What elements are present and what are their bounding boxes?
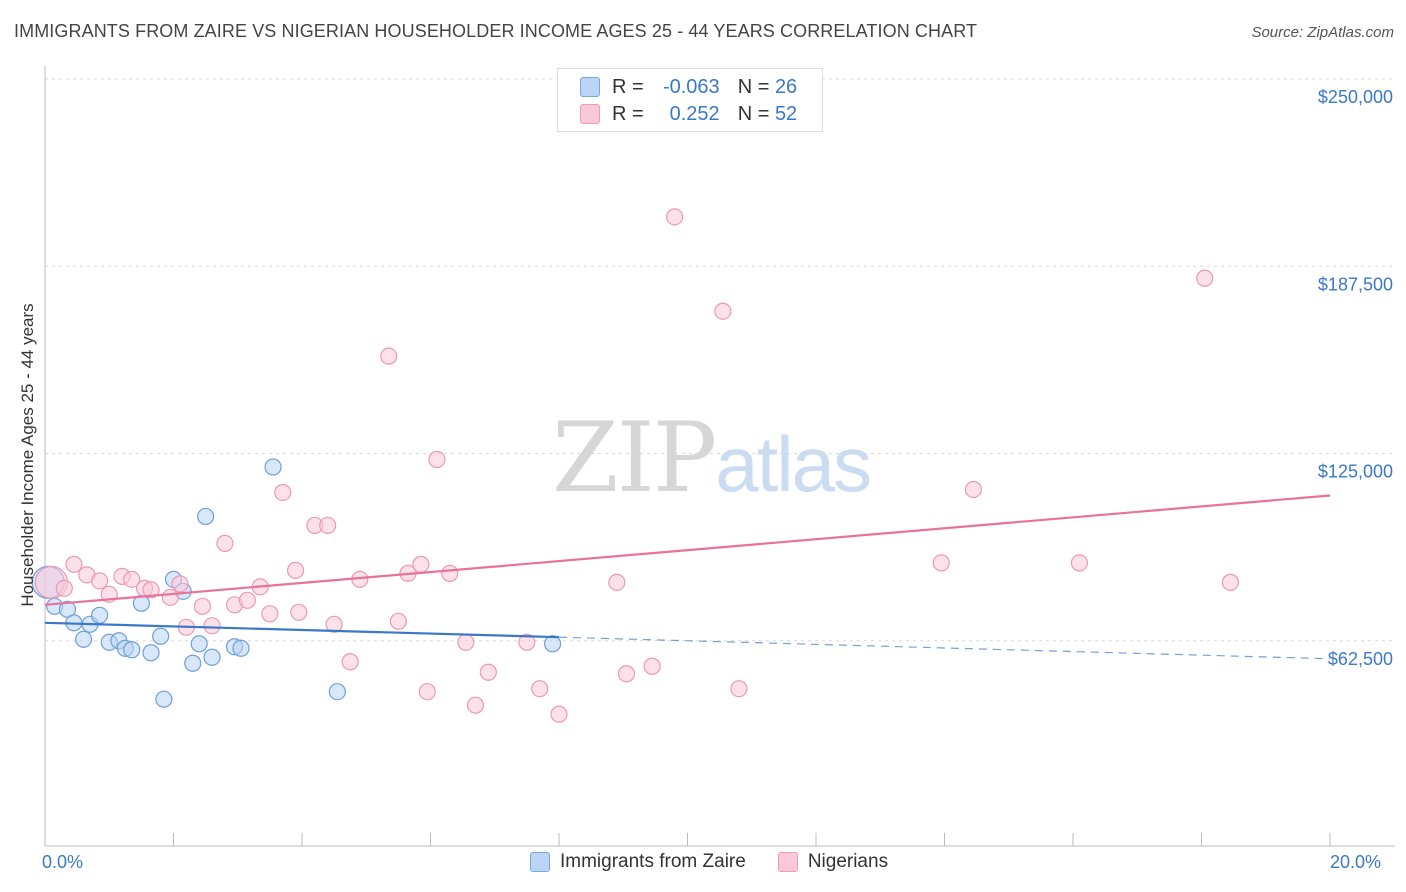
series-label-zaire: Immigrants from Zaire	[560, 851, 746, 872]
point-nigerians	[325, 615, 343, 633]
trendline-zaire-extension	[558, 636, 1331, 660]
x-tick-label-min: 0.0%	[42, 852, 84, 872]
point-nigerians	[643, 657, 661, 675]
series-legend: Immigrants from Zaire Nigerians	[530, 851, 920, 873]
point-nigerians	[142, 581, 160, 599]
point-nigerians	[617, 665, 636, 683]
point-nigerians	[730, 680, 748, 698]
legend-r-value: -0.063	[662, 75, 720, 98]
series-legend-nigerians[interactable]: Nigerians	[777, 851, 889, 873]
point-zaire	[184, 654, 202, 672]
point-nigerians	[286, 561, 305, 579]
legend-r-label: R =	[612, 102, 644, 125]
correlation-legend: R = -0.063 N = 26 R = 0.252 N = 52	[557, 68, 823, 132]
point-nigerians	[608, 573, 626, 591]
series-swatch-zaire	[530, 852, 550, 872]
legend-r-value: 0.252	[669, 102, 720, 125]
point-nigerians	[238, 591, 256, 609]
point-nigerians	[457, 633, 475, 651]
point-zaire	[190, 635, 208, 653]
point-nigerians	[123, 570, 141, 588]
watermark-atlas: atlas	[715, 420, 872, 508]
y-axis-label: Householder Income Ages 25 - 44 years	[18, 303, 37, 607]
y-tick-label: $250,000	[1318, 87, 1393, 107]
point-nigerians	[1196, 269, 1214, 287]
point-zaire	[197, 507, 215, 526]
legend-row-zaire: R = -0.063 N = 26	[580, 74, 797, 100]
point-nigerians	[428, 450, 446, 469]
point-zaire	[123, 641, 141, 659]
point-nigerians	[261, 605, 279, 623]
series-label-nigerians: Nigerians	[807, 851, 889, 872]
y-tick-label: $62,500	[1328, 649, 1393, 669]
legend-n-label: N =	[737, 75, 770, 98]
source-label: Source: ZipAtlas.com	[1251, 24, 1394, 41]
point-nigerians	[65, 555, 83, 573]
y-tick-label: $125,000	[1318, 462, 1393, 482]
point-nigerians	[389, 612, 407, 630]
watermark: ZIPatlas	[552, 402, 872, 514]
point-nigerians	[341, 653, 359, 671]
point-nigerians	[714, 302, 732, 320]
series-legend-zaire[interactable]: Immigrants from Zaire	[530, 851, 746, 873]
legend-r-label: R =	[612, 75, 644, 98]
point-zaire	[142, 644, 160, 662]
point-nigerians	[216, 534, 234, 553]
point-nigerians	[412, 555, 430, 573]
point-zaire	[543, 635, 562, 653]
point-nigerians	[441, 564, 459, 582]
point-nigerians	[964, 480, 983, 499]
point-zaire	[328, 683, 346, 701]
point-nigerians	[479, 663, 497, 681]
chart-title: IMMIGRANTS FROM ZAIRE VS NIGERIAN HOUSEH…	[14, 21, 978, 41]
y-tick-label: $187,500	[1318, 274, 1393, 294]
point-nigerians	[531, 680, 549, 698]
point-zaire	[203, 648, 221, 666]
point-nigerians	[171, 575, 189, 593]
legend-n-label: N =	[737, 102, 770, 125]
trendline-nigerians	[44, 494, 1331, 606]
trendline-zaire	[44, 621, 560, 639]
point-zaire	[74, 630, 93, 648]
point-zaire	[264, 458, 282, 476]
point-nigerians	[518, 633, 536, 651]
point-nigerians	[1221, 573, 1240, 591]
point-nigerians	[319, 516, 337, 535]
series-swatch-nigerians	[777, 852, 798, 872]
point-nigerians	[466, 696, 485, 714]
point-nigerians	[274, 483, 292, 502]
point-nigerians	[290, 603, 308, 621]
point-zaire	[155, 690, 173, 708]
legend-row-nigerians: R = 0.252 N = 52	[580, 101, 797, 127]
x-tick-label-max: 20.0%	[1330, 852, 1382, 872]
legend-swatch-zaire	[580, 77, 600, 97]
legend-n-value: 26	[774, 75, 798, 98]
point-nigerians	[1070, 554, 1089, 572]
point-nigerians	[55, 579, 73, 597]
point-nigerians	[380, 347, 398, 365]
point-zaire	[91, 606, 109, 624]
legend-n-value: 52	[774, 102, 798, 125]
point-nigerians	[161, 588, 179, 606]
legend-swatch-nigerians	[580, 104, 600, 124]
watermark-zip: ZIP	[552, 402, 717, 514]
point-nigerians	[91, 572, 109, 590]
point-nigerians	[193, 597, 212, 615]
point-nigerians	[932, 554, 950, 572]
point-nigerians	[203, 617, 221, 635]
point-zaire	[232, 639, 250, 657]
point-zaire	[152, 627, 170, 645]
point-nigerians	[550, 705, 568, 723]
point-nigerians	[418, 683, 436, 701]
point-nigerians	[666, 208, 684, 226]
